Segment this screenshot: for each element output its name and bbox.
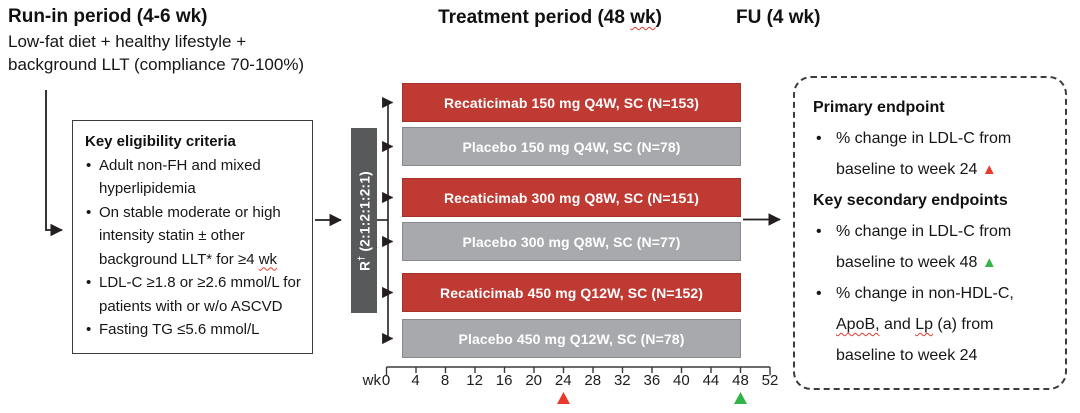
endpoint-squiggle-word: Lp [915, 316, 933, 333]
arm-bar-recaticimab-300: Recaticimab 300 mg Q8W, SC (N=151) [402, 178, 741, 217]
primary-endpoint-list: % change in LDL-C from baseline to week … [813, 123, 1051, 185]
arm-bar-label: Recaticimab 300 mg Q8W, SC (N=151) [443, 189, 700, 206]
eligibility-item: Fasting TG ≤5.6 mmol/L [85, 318, 302, 342]
secondary-endpoints-title: Key secondary endpoints [813, 192, 1008, 209]
timeline-unit-label: wk [362, 372, 381, 389]
endpoint-item: % change in non-HDL-C, ApoB, and Lp (a) … [813, 278, 1051, 371]
endpoints-box: Primary endpoint % change in LDL-C from … [793, 76, 1067, 390]
tick-label: 4 [411, 372, 420, 389]
eligibility-title: Key eligibility criteria [85, 133, 236, 150]
run-in-subtitle-line1: Low-fat diet + healthy lifestyle + [8, 32, 247, 51]
tick-label: 52 [761, 372, 779, 389]
arm-bar-label: Recaticimab 450 mg Q12W, SC (N=152) [440, 284, 703, 301]
endpoint-item-text: % change in LDL-C from baseline to week … [836, 223, 1012, 271]
randomization-box: R† (2:1:2:1:2:1) [351, 128, 377, 313]
treatment-period-title-squiggle-word: wk [630, 7, 656, 28]
tick-label: 40 [673, 372, 690, 389]
tick-label: 32 [613, 372, 631, 389]
primary-endpoint-title: Primary endpoint [813, 99, 945, 116]
eligibility-item-text: Adult non-FH and mixed hyperlipidemia [99, 156, 261, 198]
arm-bar-recaticimab-150: Recaticimab 150 mg Q4W, SC (N=153) [402, 83, 741, 122]
arm-bar-label: Placebo 300 mg Q8W, SC (N=77) [462, 233, 681, 250]
tick-label: 16 [495, 372, 513, 389]
endpoint-item-text: % change in LDL-C from baseline to week … [836, 130, 1012, 178]
tick-label: 44 [702, 372, 720, 389]
eligibility-item-text: Fasting TG ≤5.6 mmol/L [99, 321, 260, 338]
eligibility-item: LDL-C ≥1.8 or ≥2.6 mmol/L for patients w… [85, 271, 302, 318]
eligibility-item-text: LDL-C ≥1.8 or ≥2.6 mmol/L for patients w… [99, 274, 301, 315]
timeline-axis [385, 366, 771, 376]
arm-bar-label: Placebo 150 mg Q4W, SC (N=78) [462, 138, 681, 155]
endpoint-item-text: % change in non-HDL-C, [836, 285, 1014, 302]
arm-bar-label: Placebo 450 mg Q12W, SC (N=78) [458, 330, 685, 347]
eligibility-item-text: On stable moderate or high intensity sta… [99, 203, 281, 268]
tick-label: 8 [440, 372, 450, 389]
eligibility-item-squiggle-word: wk [258, 250, 278, 268]
week48-marker-triangle [734, 392, 747, 404]
tick-label: 20 [525, 372, 543, 389]
randomization-r: R [357, 260, 373, 271]
treatment-period-title-text: Treatment period (48 [438, 7, 631, 28]
endpoint-squiggle-word: ApoB, [836, 316, 880, 333]
eligibility-item: Adult non-FH and mixed hyperlipidemia [85, 154, 302, 201]
axis-ticks [415, 367, 742, 373]
week48-inline-triangle-icon: ▲ [981, 254, 997, 271]
endpoint-item: % change in LDL-C from baseline to week … [813, 216, 1051, 278]
randomization-label: R† (2:1:2:1:2:1) [356, 171, 373, 271]
randomization-fork [377, 96, 394, 345]
arm-bar-recaticimab-450: Recaticimab 450 mg Q12W, SC (N=152) [402, 273, 741, 312]
arm-bar-placebo-450: Placebo 450 mg Q12W, SC (N=78) [402, 319, 741, 358]
arm-bar-label: Recaticimab 150 mg Q4W, SC (N=153) [443, 94, 700, 111]
tick-label: 48 [732, 372, 749, 389]
randomization-ratio: (2:1:2:1:2:1) [357, 170, 373, 256]
eligibility-criteria-box: Key eligibility criteria Adult non-FH an… [72, 120, 313, 354]
arm-bar-placebo-300: Placebo 300 mg Q8W, SC (N=77) [402, 222, 741, 261]
tick-label: 0 [381, 372, 391, 389]
secondary-endpoints-list: % change in LDL-C from baseline to week … [813, 216, 1051, 371]
endpoint-item-text: (a) from baseline to week 24 [836, 316, 994, 364]
endpoint-item: % change in LDL-C from baseline to week … [813, 123, 1051, 185]
timeline-tick-labels: 0 4 8 12 16 20 24 28 32 36 40 44 48 52 [382, 372, 779, 389]
run-in-subtitle-line2: background LLT (compliance 70-100%) [8, 54, 305, 74]
endpoint-item-text: and [879, 316, 916, 333]
eligibility-item: On stable moderate or high intensity sta… [85, 201, 302, 272]
run-in-section: Run-in period (4-6 wk) Low-fat diet + he… [8, 6, 378, 76]
tick-label: 36 [643, 372, 661, 389]
run-in-to-eligibility-arrow [45, 90, 63, 237]
tick-label: 12 [466, 372, 483, 389]
run-in-title: Run-in period (4-6 wk) [8, 6, 208, 27]
eligibility-list: Adult non-FH and mixed hyperlipidemia On… [85, 154, 302, 342]
arm-bar-placebo-150: Placebo 150 mg Q4W, SC (N=78) [402, 127, 741, 166]
follow-up-title: FU (4 wk) [736, 7, 821, 28]
tick-label: 24 [554, 372, 572, 389]
tick-label: 28 [584, 372, 602, 389]
week24-inline-triangle-icon: ▲ [981, 161, 997, 178]
treatment-period-title: Treatment period (48 wk) [400, 7, 700, 29]
treatment-period-title-close: ) [655, 7, 662, 28]
week24-marker-triangle [557, 392, 570, 404]
